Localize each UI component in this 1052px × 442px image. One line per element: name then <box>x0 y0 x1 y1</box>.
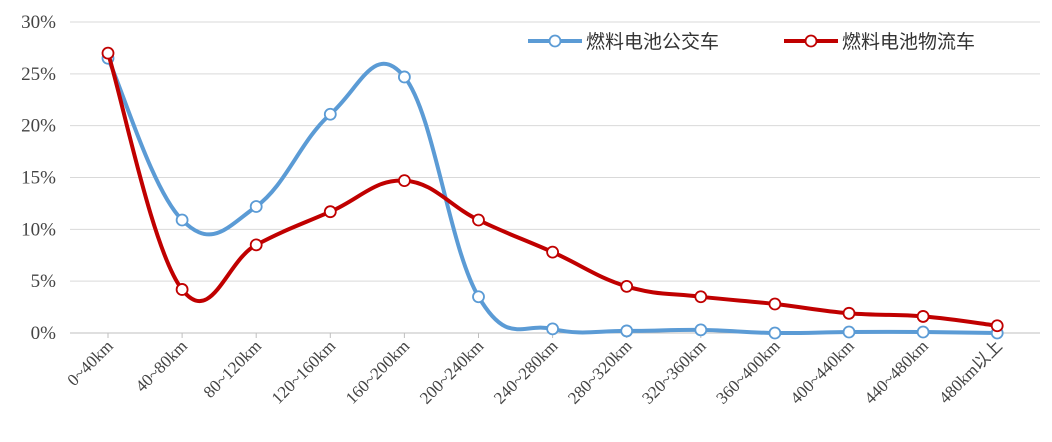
legend-marker-bus <box>548 34 562 48</box>
series-logistics <box>101 46 1004 333</box>
data-point[interactable] <box>842 325 856 339</box>
data-point[interactable] <box>397 70 411 84</box>
data-point[interactable] <box>472 290 485 304</box>
legend-label-bus: 燃料电池公交车 <box>586 31 719 53</box>
data-point[interactable] <box>546 245 559 259</box>
y-tick-label: 15% <box>21 168 56 189</box>
legend-label-logistics: 燃料电池物流车 <box>842 31 975 53</box>
data-point[interactable] <box>842 306 856 320</box>
series-line-bus <box>106 56 1000 336</box>
y-tick-label: 10% <box>21 219 56 240</box>
data-point[interactable] <box>768 297 782 311</box>
y-axis: 0% 5% 10% 15% 20% 25% 30% <box>21 12 56 344</box>
series-group <box>101 46 1004 340</box>
y-tick-label: 30% <box>21 12 56 33</box>
data-point[interactable] <box>472 213 485 227</box>
x-tick-label: 80~120km <box>200 336 265 401</box>
data-point[interactable] <box>546 322 559 336</box>
x-tick-label: 400~440km <box>786 336 857 407</box>
data-point[interactable] <box>249 200 263 213</box>
x-tick-label: 440~480km <box>861 336 932 407</box>
data-point[interactable] <box>694 323 708 337</box>
series-line-logistics <box>106 51 1000 328</box>
data-point[interactable] <box>768 326 782 340</box>
data-point[interactable] <box>397 174 411 188</box>
data-point[interactable] <box>175 283 189 296</box>
x-tick-label: 480km以上 <box>935 336 1006 407</box>
x-axis: 0~40km 40~80km 80~120km 120~160km 160~200km 2… <box>63 333 1006 408</box>
data-point[interactable] <box>175 213 189 227</box>
y-tick-label: 5% <box>31 271 57 292</box>
data-point[interactable] <box>323 205 337 219</box>
x-tick-label: 160~200km <box>342 336 413 407</box>
data-point[interactable] <box>694 290 708 304</box>
data-point[interactable] <box>620 279 634 293</box>
y-tick-label: 0% <box>31 323 57 344</box>
data-point[interactable] <box>990 319 1004 333</box>
x-tick-label: 0~40km <box>63 336 116 389</box>
legend-marker-logistics <box>804 34 818 48</box>
data-point[interactable] <box>323 107 337 121</box>
legend: 燃料电池公交车 燃料电池物流车 <box>528 31 975 53</box>
series-bus <box>101 51 1004 340</box>
grid <box>70 21 1040 334</box>
data-point[interactable] <box>916 325 930 339</box>
x-tick-label: 360~400km <box>712 336 783 407</box>
legend-item-bus[interactable]: 燃料电池公交车 <box>528 31 719 53</box>
y-tick-label: 20% <box>21 116 56 137</box>
data-point[interactable] <box>249 238 263 252</box>
x-tick-label: 120~160km <box>268 336 339 407</box>
legend-item-logistics[interactable]: 燃料电池物流车 <box>784 31 975 53</box>
x-tick-label: 200~240km <box>416 336 487 407</box>
data-point[interactable] <box>916 310 930 323</box>
x-tick-label: 320~360km <box>638 336 709 407</box>
x-tick-label: 280~320km <box>564 336 635 407</box>
data-point[interactable] <box>101 46 115 60</box>
x-tick-label: 240~280km <box>490 336 561 407</box>
data-point[interactable] <box>620 324 634 338</box>
y-tick-label: 25% <box>21 64 56 85</box>
x-tick-label: 40~80km <box>132 336 191 395</box>
